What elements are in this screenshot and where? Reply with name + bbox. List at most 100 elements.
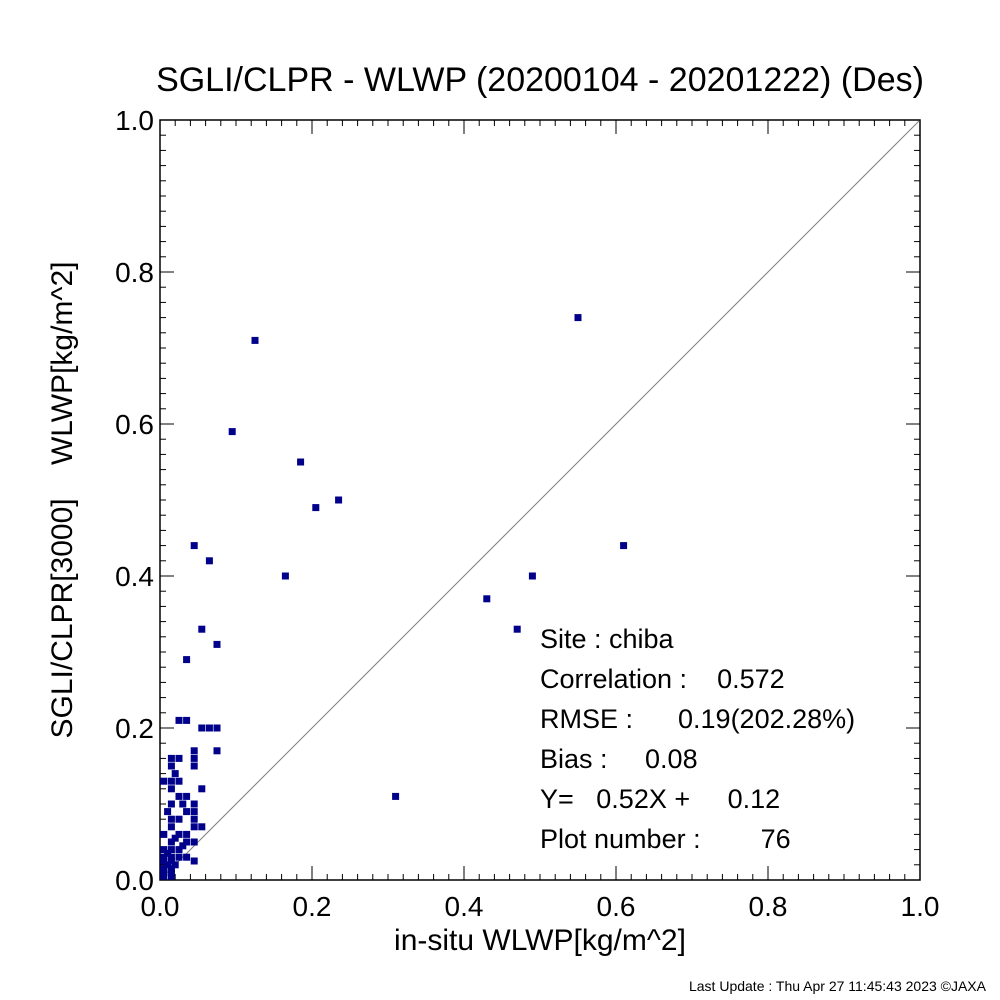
scatter-point [164, 861, 172, 869]
x-tick-label: 0.8 [749, 891, 788, 922]
scatter-point [198, 785, 206, 793]
x-tick-label: 1.0 [901, 891, 940, 922]
scatter-point [183, 830, 191, 838]
scatter-point [171, 770, 179, 778]
scatter-point [183, 808, 191, 816]
scatter-point [164, 849, 172, 857]
scatter-point [183, 838, 191, 846]
scatter-point [164, 808, 172, 816]
y-tick-label: 1.0 [115, 105, 154, 136]
stat-bias: Bias : 0.08 [540, 744, 698, 774]
scatter-point [167, 868, 175, 876]
x-tick-labels: 0.0 0.2 0.4 0.6 0.8 1.0 [141, 891, 940, 922]
scatter-point [528, 572, 536, 580]
scatter-point [190, 542, 198, 550]
scatter-point [167, 762, 175, 770]
scatter-point [513, 625, 521, 633]
scatter-point [167, 800, 175, 808]
scatter-point [213, 640, 221, 648]
scatter-point [183, 792, 191, 800]
scatter-point [183, 853, 191, 861]
stat-plot-number: Plot number : 76 [540, 824, 791, 854]
x-tick-label: 0.6 [597, 891, 636, 922]
scatter-point [198, 724, 206, 732]
scatter-point [160, 865, 168, 873]
scatter-point [160, 846, 168, 854]
scatter-point [183, 656, 191, 664]
scatter-point [483, 595, 491, 603]
scatter-point [167, 838, 175, 846]
y-tick-label: 0.8 [115, 257, 154, 288]
scatter-point [167, 857, 175, 865]
scatter-point [171, 834, 179, 842]
footer-last-update: Last Update : Thu Apr 27 11:45:43 2023 ©… [688, 978, 986, 994]
scatter-point [190, 838, 198, 846]
scatter-point [228, 428, 236, 436]
x-axis-label: in-situ WLWP[kg/m^2] [394, 924, 686, 957]
y-tick-labels: 0.0 0.2 0.4 0.6 0.8 1.0 [115, 105, 154, 896]
scatter-point [167, 823, 175, 831]
y-tick-label: 0.2 [115, 713, 154, 744]
scatter-point [198, 625, 206, 633]
stats-box: Site : chiba Correlation : 0.572 RMSE : … [540, 624, 855, 854]
scatter-point [205, 724, 213, 732]
scatter-point [198, 823, 206, 831]
stat-site: Site : chiba [540, 624, 675, 654]
scatter-point [160, 853, 168, 861]
y-axis-label: SGLI/CLPR[3000] WLWP[kg/m^2] [46, 261, 79, 738]
scatter-point [160, 857, 168, 865]
scatter-point [190, 754, 198, 762]
scatter-point [213, 747, 221, 755]
scatter-point [620, 542, 628, 550]
stat-regression: Y= 0.52X + 0.12 [540, 784, 780, 814]
scatter-point [213, 724, 221, 732]
scatter-point [175, 830, 183, 838]
scatter-point [175, 792, 183, 800]
scatter-point [167, 785, 175, 793]
scatter-point [190, 800, 198, 808]
scatter-point [160, 868, 168, 876]
scatter-point [167, 872, 175, 880]
scatter-point [335, 496, 343, 504]
stat-correlation: Correlation : 0.572 [540, 664, 785, 694]
scatter-point [281, 572, 289, 580]
one-to-one-line [159, 119, 921, 881]
scatter-point [175, 716, 183, 724]
major-ticks [159, 119, 921, 881]
scatter-point [312, 504, 320, 512]
y-tick-label: 0.0 [115, 865, 154, 896]
scatter-point [205, 557, 213, 565]
data-points [160, 314, 628, 880]
chart-title: SGLI/CLPR - WLWP (20200104 - 20201222) (… [156, 61, 924, 99]
scatter-point [190, 823, 198, 831]
scatter-point [160, 830, 168, 838]
scatter-point [175, 853, 183, 861]
scatter-point [175, 777, 183, 785]
y-tick-label: 0.4 [115, 561, 154, 592]
scatter-point [167, 815, 175, 823]
scatter-point [183, 716, 191, 724]
scatter-point [160, 777, 168, 785]
scatter-point [167, 777, 175, 785]
scatter-point [167, 846, 175, 854]
scatter-point [175, 815, 183, 823]
scatter-point [167, 865, 175, 873]
scatter-point [297, 458, 305, 466]
scatter-point [167, 754, 175, 762]
scatter-point [179, 842, 187, 850]
scatter-point [574, 314, 582, 322]
scatter-point [190, 762, 198, 770]
scatter-point [167, 853, 175, 861]
y-tick-label: 0.6 [115, 409, 154, 440]
stat-rmse: RMSE : 0.19(202.28%) [540, 704, 855, 734]
scatter-point [160, 872, 168, 880]
scatter-point [175, 754, 183, 762]
x-tick-label: 0.0 [141, 891, 180, 922]
scatter-point [190, 747, 198, 755]
scatter-point [392, 792, 400, 800]
scatter-point [175, 846, 183, 854]
scatter-point [179, 800, 187, 808]
scatter-point [190, 815, 198, 823]
scatter-point [171, 861, 179, 869]
